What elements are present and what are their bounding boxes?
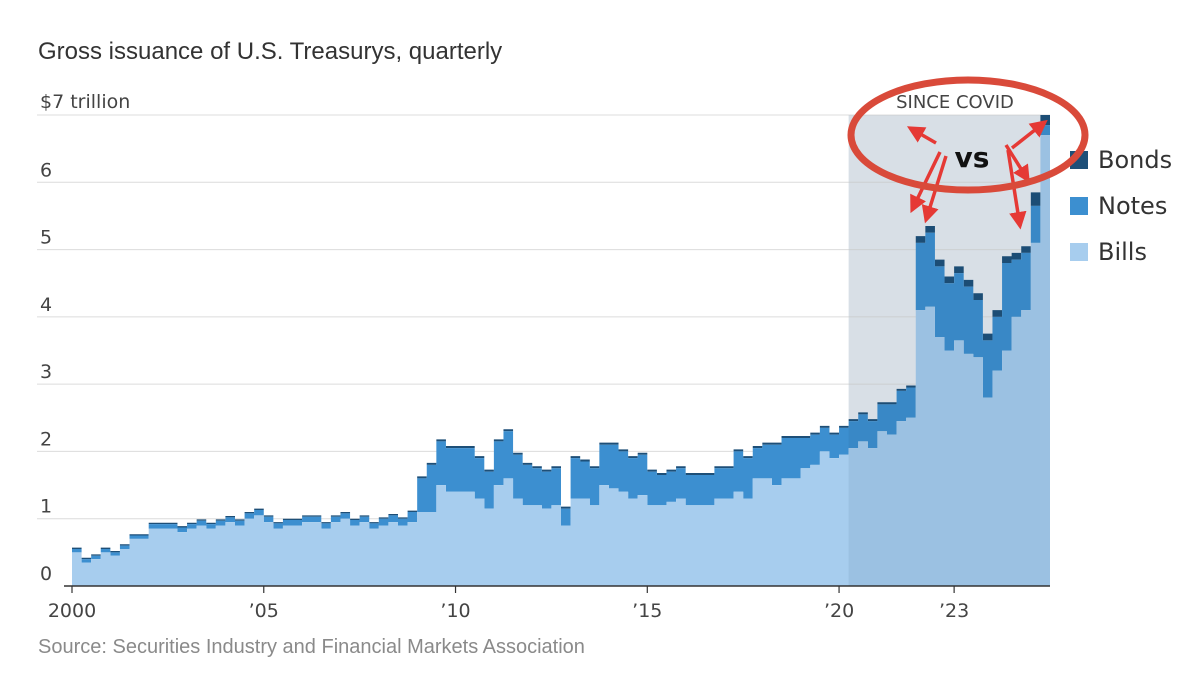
x-tick-label-2023: ’23: [939, 600, 969, 622]
vs-annotation: vs: [955, 141, 990, 174]
series-layer: [72, 115, 1050, 586]
legend-label-bonds: Bonds: [1098, 146, 1172, 174]
legend-label-bills: Bills: [1098, 238, 1147, 266]
series-notes: [72, 125, 1050, 563]
series-bills: [72, 135, 1050, 586]
chart: 0 1 2 3 4 5 6 $7 trillion 2000 ’05 ’10 ’15 ’20 ’23 Bo…: [37, 76, 1172, 622]
annotation-arrow-2: [910, 151, 942, 214]
annotations: SINCE COVID vs: [847, 76, 1089, 230]
axes: 0 1 2 3 4 5 6 $7 trillion 2000 ’05 ’10 ’15 ’20 ’23: [40, 91, 1050, 622]
highlight-circle: [847, 76, 1089, 194]
x-tick-label-2020: ’20: [824, 600, 854, 622]
legend-label-notes: Notes: [1098, 192, 1167, 220]
y-tick-label-1: 1: [40, 496, 52, 518]
y-tick-label-3: 3: [40, 361, 52, 383]
x-tick-label-2010: ’10: [440, 600, 470, 622]
chart-title: Gross issuance of U.S. Treasurys, quarte…: [38, 38, 503, 65]
y-tick-label-6: 6: [40, 159, 52, 181]
x-tick-label-2000: 2000: [48, 600, 96, 622]
x-tick-label-2015: ’15: [632, 600, 662, 622]
gridlines: [37, 114, 1050, 520]
since-covid-label: SINCE COVID: [896, 92, 1014, 113]
x-tick-label-2005: ’05: [249, 600, 279, 622]
annotation-arrow-4: [1010, 119, 1048, 150]
y-tick-label-4: 4: [40, 294, 52, 316]
y-tick-label-0: 0: [40, 563, 52, 585]
source-note: Source: Securities Industry and Financia…: [38, 636, 585, 658]
legend-swatch-bills: [1070, 243, 1088, 261]
legend-swatch-notes: [1070, 197, 1088, 215]
y-tick-label-5: 5: [40, 227, 52, 249]
y-unit-label: $7 trillion: [40, 91, 130, 113]
legend: Bonds Notes Bills: [1070, 146, 1172, 266]
y-tick-label-2: 2: [40, 428, 52, 450]
annotation-arrow-1: [906, 126, 937, 145]
